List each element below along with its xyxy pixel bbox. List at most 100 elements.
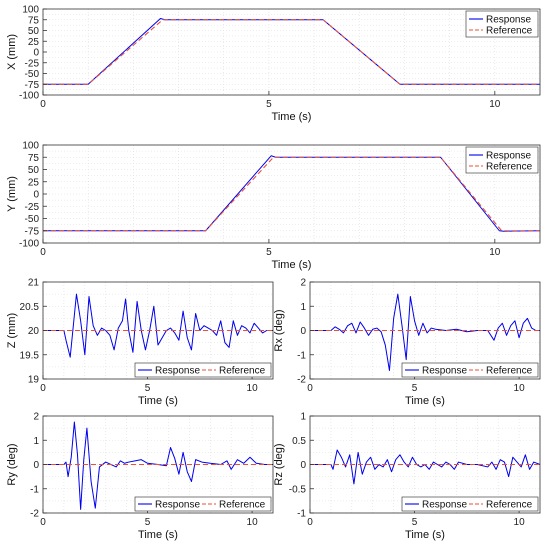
y-axis-label: Rz (deg) (273, 443, 285, 485)
x-tick-label: 10 (489, 99, 501, 110)
x-tick-label: 0 (40, 383, 46, 394)
legend-label-reference: Reference (219, 366, 266, 377)
y-tick-label: -50 (25, 214, 40, 225)
y-tick-label: 1 (300, 412, 306, 423)
legend-box (465, 10, 539, 38)
x-tick-label: 5 (266, 247, 272, 258)
y-tick-label: 50 (28, 165, 40, 176)
y-tick-label: 75 (28, 15, 40, 26)
x-tick-label: 0 (40, 517, 46, 528)
y-tick-label: -1 (297, 509, 306, 520)
series-line-response (43, 293, 273, 358)
legend-label-response: Response (155, 366, 200, 377)
legend-label-response: Response (422, 500, 467, 511)
plot-area (43, 9, 540, 95)
y-axis-label: Rx (deg) (273, 309, 285, 351)
y-tick-label: 19.5 (20, 350, 40, 361)
y-tick-label: -75 (25, 226, 40, 237)
x-tick-label: 0 (40, 99, 46, 110)
y-tick-label: 2 (300, 278, 306, 289)
legend-label-response: Response (155, 500, 200, 511)
y-tick-label: 25 (28, 37, 40, 48)
series-line-response (310, 293, 540, 372)
legend-label-reference: Reference (486, 500, 533, 511)
chart-ry: 0 5 10 -2 -1 0 1 2 Time (s) Ry (deg) Response Refer… (6, 412, 274, 541)
y-tick-label: -75 (25, 80, 40, 91)
y-tick-label: -1 (30, 484, 39, 495)
x-tick-label: 5 (266, 99, 272, 110)
y-axis-label: Ry (deg) (6, 443, 18, 485)
x-tick-label: 0 (307, 517, 313, 528)
y-tick-label: 21 (28, 278, 40, 289)
y-tick-label: 19 (28, 375, 40, 386)
y-tick-label: -50 (25, 69, 40, 80)
y-tick-label: 0 (33, 460, 39, 471)
x-axis-label: Time (s) (405, 395, 445, 407)
y-tick-label: 2 (33, 412, 39, 423)
y-tick-label: 1 (300, 302, 306, 313)
x-tick-label: 5 (412, 517, 418, 528)
y-tick-label: 20 (28, 326, 40, 337)
x-axis-label: Time (s) (272, 111, 312, 123)
y-tick-label: -0.5 (289, 484, 307, 495)
legend-box (465, 146, 539, 174)
series-line-reference (43, 19, 540, 85)
y-tick-label: 100 (22, 5, 39, 16)
y-tick-label: 50 (28, 26, 40, 37)
x-tick-label: 5 (145, 383, 151, 394)
chart-z: 0 5 10 19 19.5 20 20.5 21 Time (s) Z (mm) Response… (6, 278, 274, 407)
x-tick-label: 10 (489, 247, 501, 258)
y-tick-label: 100 (22, 141, 39, 152)
y-tick-label: 0.5 (292, 436, 306, 447)
x-tick-label: 10 (514, 517, 526, 528)
y-tick-label: -1 (297, 350, 306, 361)
legend-label-response: Response (486, 15, 531, 26)
y-axis-label: Y (mm) (6, 176, 18, 212)
y-axis-label: Z (mm) (6, 313, 18, 348)
y-tick-label: -100 (19, 239, 39, 250)
legend-label-response: Response (486, 151, 531, 162)
x-axis-label: Time (s) (405, 529, 445, 541)
x-tick-label: 0 (40, 247, 46, 258)
x-tick-label: 5 (145, 517, 151, 528)
legend-label-reference: Reference (486, 366, 533, 377)
legend-label-reference: Reference (486, 26, 533, 37)
x-tick-label: 10 (247, 383, 259, 394)
legend-label-reference: Reference (219, 500, 266, 511)
y-tick-label: -2 (297, 375, 306, 386)
legend: Response Reference (134, 362, 272, 378)
y-axis-label: X (mm) (6, 34, 18, 70)
x-tick-label: 10 (247, 517, 259, 528)
legend: Response Reference (401, 496, 539, 512)
plot-area (43, 145, 540, 243)
y-tick-label: 0 (300, 326, 306, 337)
x-tick-label: 0 (307, 383, 313, 394)
y-tick-label: 0 (33, 48, 39, 59)
y-tick-label: 20.5 (20, 302, 40, 313)
y-tick-label: 25 (28, 177, 40, 188)
y-tick-label: 0 (300, 460, 306, 471)
y-tick-label: 75 (28, 153, 40, 164)
x-axis-label: Time (s) (272, 259, 312, 271)
y-tick-label: -25 (25, 58, 40, 69)
x-axis-label: Time (s) (138, 529, 178, 541)
legend: Response Reference (401, 362, 539, 378)
y-tick-label: -2 (30, 509, 39, 520)
y-tick-label: 0 (33, 190, 39, 201)
x-tick-label: 10 (514, 383, 526, 394)
y-tick-label: -100 (19, 91, 39, 102)
legend: Response Reference (134, 496, 272, 512)
series-line-response (43, 421, 273, 510)
x-axis-label: Time (s) (138, 395, 178, 407)
chart-rx: 0 5 10 -2 -1 0 1 2 Time (s) Rx (deg) Response Refer… (273, 278, 541, 407)
y-tick-label: 1 (33, 436, 39, 447)
x-tick-label: 5 (412, 383, 418, 394)
legend-label-response: Response (422, 366, 467, 377)
legend-label-reference: Reference (486, 162, 533, 173)
